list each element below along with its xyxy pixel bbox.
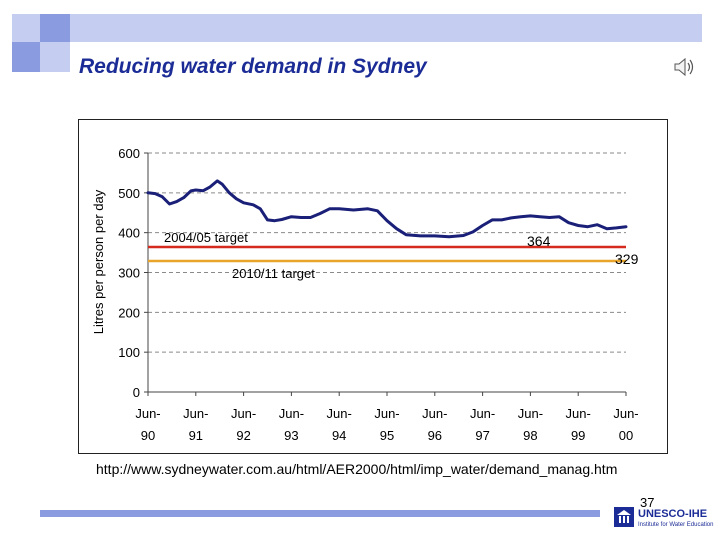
x-tick-label: Jun-	[135, 406, 160, 421]
deco-square-dark	[40, 14, 70, 44]
page-number: 37	[640, 495, 655, 510]
footer-bar	[40, 510, 600, 517]
x-tick-label: Jun-	[470, 406, 495, 421]
deco-square-light	[40, 42, 70, 72]
x-tick-label: Jun-	[422, 406, 447, 421]
chart: 0 100 200 300 400 500 600 Jun- 90 Jun- 91 Jun- 92 Ju…	[78, 119, 668, 454]
x-tick-label: 95	[380, 428, 394, 443]
x-tick-label: 92	[236, 428, 250, 443]
source-link[interactable]: http://www.sydneywater.com.au/html/AER20…	[96, 461, 618, 477]
unesco-ihe-logo: UNESCO-IHE Institute for Water Education	[614, 505, 713, 531]
y-tick-label: 100	[118, 345, 140, 360]
x-tick-label: 94	[332, 428, 346, 443]
y-tick-label: 200	[118, 305, 140, 320]
x-tick-label: 90	[141, 428, 155, 443]
deco-square-dark	[12, 42, 42, 72]
y-tick-label: 0	[133, 385, 140, 400]
x-tick-label: Jun-	[231, 406, 256, 421]
x-tick-label: 96	[428, 428, 442, 443]
x-tick-label: Jun-	[374, 406, 399, 421]
logo-temple-icon	[614, 507, 634, 527]
logo-subtitle: Institute for Water Education	[638, 522, 714, 528]
x-tick-label: Jun-	[183, 406, 208, 421]
x-tick-label: 91	[189, 428, 203, 443]
y-tick-label: 400	[118, 226, 140, 241]
target-label-2010-11: 2010/11 target	[232, 266, 315, 281]
deco-square-light	[12, 14, 42, 44]
x-tick-label: 00	[619, 428, 633, 443]
target-label-2004-05: 2004/05 target	[164, 230, 248, 245]
target-value-364: 364	[527, 233, 551, 249]
x-tick-label: Jun-	[518, 406, 543, 421]
header-bar	[70, 14, 702, 42]
x-tick-label: Jun-	[279, 406, 304, 421]
x-tick-label: Jun-	[613, 406, 638, 421]
x-tick-label: Jun-	[327, 406, 352, 421]
target-value-329: 329	[615, 251, 639, 267]
x-tick-label: 93	[284, 428, 298, 443]
y-axis-label: Litres per person per day	[91, 189, 106, 334]
x-tick-label: 97	[475, 428, 489, 443]
y-tick-label: 300	[118, 266, 140, 281]
y-tick-label: 500	[118, 186, 140, 201]
x-tick-label: Jun-	[566, 406, 591, 421]
speaker-icon[interactable]	[672, 55, 696, 79]
logo-name: UNESCO-IHE	[638, 508, 708, 520]
x-tick-label: 98	[523, 428, 537, 443]
slide-title: Reducing water demand in Sydney	[79, 55, 427, 78]
x-tick-label: 99	[571, 428, 585, 443]
series-line	[146, 179, 628, 239]
y-tick-label: 600	[118, 146, 140, 161]
chart-frame	[78, 119, 668, 454]
